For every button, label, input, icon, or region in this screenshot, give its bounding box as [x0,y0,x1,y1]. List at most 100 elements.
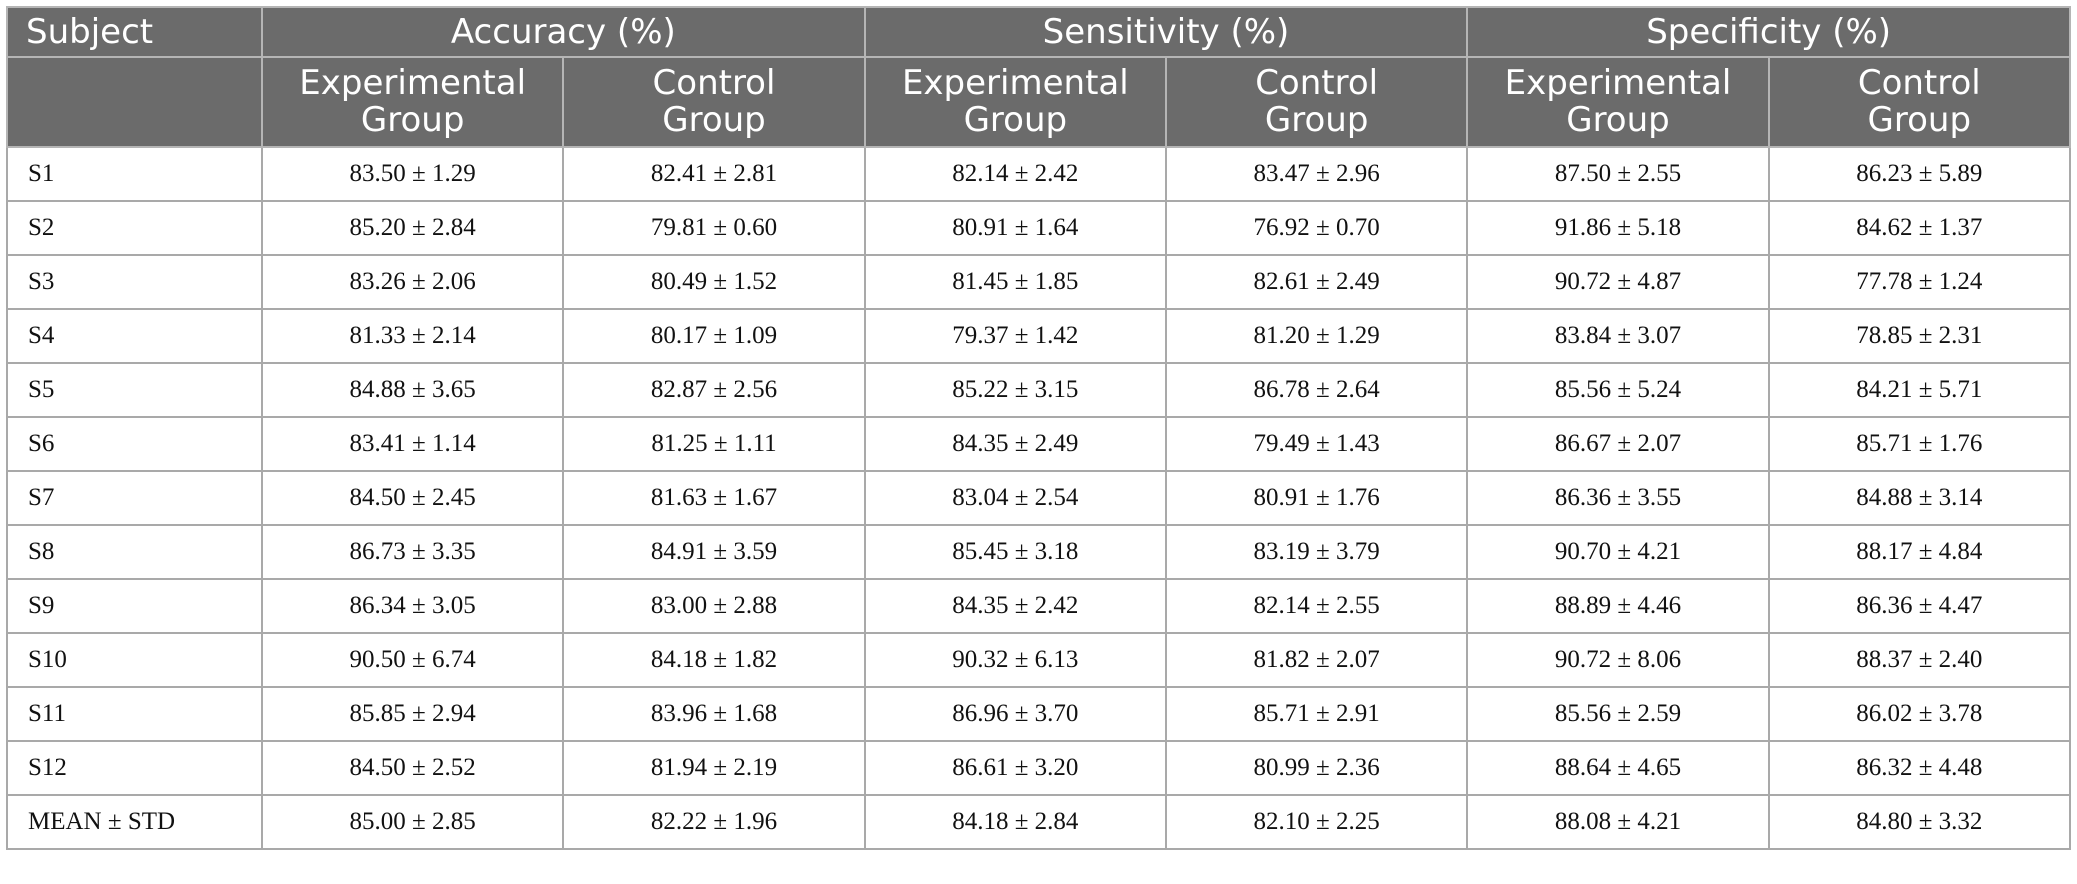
subject-cell: S11 [6,686,263,742]
accuracy-experimental-cell: 83.26 ± 2.06 [260,254,565,310]
specificity-control-cell: 77.78 ± 1.24 [1767,254,2071,310]
subject-cell: S6 [6,416,263,472]
accuracy-experimental-cell: 86.73 ± 3.35 [260,524,565,580]
subject-cell: S3 [6,254,263,310]
subject-cell: S7 [6,470,263,526]
sensitivity-experimental-cell: 83.04 ± 2.54 [863,470,1167,526]
table-row: S4 81.33 ± 2.14 80.17 ± 1.09 79.37 ± 1.42 81… [6,308,2071,364]
subject-cell: S1 [6,146,263,202]
subheader-accuracy-experimental: Experimental Group [260,56,565,148]
accuracy-experimental-cell: 84.50 ± 2.45 [260,470,565,526]
accuracy-control-cell: 81.94 ± 2.19 [562,740,866,796]
specificity-experimental-cell: 90.70 ± 4.21 [1466,524,1770,580]
table-row: S12 84.50 ± 2.52 81.94 ± 2.19 86.61 ± 3.20 8… [6,740,2071,796]
accuracy-control-cell: 81.25 ± 1.11 [562,416,866,472]
sensitivity-experimental-cell: 86.96 ± 3.70 [863,686,1167,742]
sensitivity-control-cell: 83.19 ± 3.79 [1164,524,1469,580]
sensitivity-experimental-cell: 81.45 ± 1.85 [863,254,1167,310]
accuracy-experimental-cell: 85.20 ± 2.84 [260,200,565,256]
accuracy-control-cell: 83.00 ± 2.88 [562,578,866,634]
table-row: S11 85.85 ± 2.94 83.96 ± 1.68 86.96 ± 3.70 8… [6,686,2071,742]
subject-cell: S8 [6,524,263,580]
subject-cell: S5 [6,362,263,418]
table-row: S7 84.50 ± 2.45 81.63 ± 1.67 83.04 ± 2.54 80… [6,470,2071,526]
subheader-accuracy-control: Control Group [562,56,866,148]
header-row-subgroups: Experimental Group Control Group Experimen… [6,56,2071,148]
sensitivity-experimental-cell: 86.61 ± 3.20 [863,740,1167,796]
accuracy-experimental-cell: 81.33 ± 2.14 [260,308,565,364]
accuracy-experimental-cell: 90.50 ± 6.74 [260,632,565,688]
specificity-experimental-cell: 85.56 ± 2.59 [1466,686,1770,742]
sensitivity-experimental-cell: 85.45 ± 3.18 [863,524,1167,580]
accuracy-experimental-cell: 85.85 ± 2.94 [260,686,565,742]
sensitivity-experimental-cell: 79.37 ± 1.42 [863,308,1167,364]
table-body: S1 83.50 ± 1.29 82.41 ± 2.81 82.14 ± 2.42 83… [6,146,2071,850]
sensitivity-control-cell: 85.71 ± 2.91 [1164,686,1469,742]
specificity-experimental-cell: 85.56 ± 5.24 [1466,362,1770,418]
results-table: Subject Accuracy (%) Sensitivity (%) Spe… [6,6,2071,850]
header-row-groups: Subject Accuracy (%) Sensitivity (%) Spe… [6,6,2071,58]
specificity-experimental-cell: 88.89 ± 4.46 [1466,578,1770,634]
specificity-control-cell: 86.36 ± 4.47 [1767,578,2071,634]
sensitivity-experimental-cell: 90.32 ± 6.13 [863,632,1167,688]
specificity-experimental-cell: 88.64 ± 4.65 [1466,740,1770,796]
subheader-specificity-control: Control Group [1767,56,2071,148]
sensitivity-control-cell: 82.14 ± 2.55 [1164,578,1469,634]
table-row: S1 83.50 ± 1.29 82.41 ± 2.81 82.14 ± 2.42 83… [6,146,2071,202]
table-row: S2 85.20 ± 2.84 79.81 ± 0.60 80.91 ± 1.64 76… [6,200,2071,256]
subheader-sensitivity-experimental: Experimental Group [863,56,1167,148]
table-row: S9 86.34 ± 3.05 83.00 ± 2.88 84.35 ± 2.42 82… [6,578,2071,634]
sensitivity-control-cell: 80.91 ± 1.76 [1164,470,1469,526]
accuracy-control-cell: 82.87 ± 2.56 [562,362,866,418]
header-sensitivity: Sensitivity (%) [863,6,1469,58]
specificity-experimental-cell: 90.72 ± 4.87 [1466,254,1770,310]
subject-cell: S9 [6,578,263,634]
sensitivity-experimental-cell: 84.35 ± 2.49 [863,416,1167,472]
table-row: S3 83.26 ± 2.06 80.49 ± 1.52 81.45 ± 1.85 82… [6,254,2071,310]
accuracy-experimental-cell: 86.34 ± 3.05 [260,578,565,634]
accuracy-control-cell: 82.22 ± 1.96 [562,794,866,850]
accuracy-experimental-cell: 84.50 ± 2.52 [260,740,565,796]
subheader-sensitivity-control: Control Group [1164,56,1469,148]
subject-cell: S4 [6,308,263,364]
subject-cell: S12 [6,740,263,796]
subject-cell: MEAN ± STD [6,794,263,850]
specificity-control-cell: 78.85 ± 2.31 [1767,308,2071,364]
table-row: S6 83.41 ± 1.14 81.25 ± 1.11 84.35 ± 2.49 79… [6,416,2071,472]
specificity-experimental-cell: 88.08 ± 4.21 [1466,794,1770,850]
table-row: S8 86.73 ± 3.35 84.91 ± 3.59 85.45 ± 3.18 83… [6,524,2071,580]
specificity-control-cell: 86.32 ± 4.48 [1767,740,2071,796]
sensitivity-experimental-cell: 84.18 ± 2.84 [863,794,1167,850]
accuracy-control-cell: 82.41 ± 2.81 [562,146,866,202]
table-row: S10 90.50 ± 6.74 84.18 ± 1.82 90.32 ± 6.13 8… [6,632,2071,688]
sensitivity-control-cell: 86.78 ± 2.64 [1164,362,1469,418]
accuracy-experimental-cell: 85.00 ± 2.85 [260,794,565,850]
sensitivity-experimental-cell: 80.91 ± 1.64 [863,200,1167,256]
specificity-control-cell: 84.88 ± 3.14 [1767,470,2071,526]
specificity-control-cell: 88.37 ± 2.40 [1767,632,2071,688]
accuracy-experimental-cell: 83.41 ± 1.14 [260,416,565,472]
subheader-specificity-experimental: Experimental Group [1466,56,1770,148]
header-accuracy: Accuracy (%) [261,6,866,58]
specificity-experimental-cell: 86.67 ± 2.07 [1466,416,1770,472]
sensitivity-experimental-cell: 85.22 ± 3.15 [863,362,1167,418]
specificity-control-cell: 86.23 ± 5.89 [1767,146,2071,202]
specificity-control-cell: 88.17 ± 4.84 [1767,524,2071,580]
specificity-control-cell: 86.02 ± 3.78 [1767,686,2071,742]
specificity-experimental-cell: 90.72 ± 8.06 [1466,632,1770,688]
specificity-control-cell: 84.62 ± 1.37 [1767,200,2071,256]
accuracy-control-cell: 81.63 ± 1.67 [562,470,866,526]
specificity-control-cell: 85.71 ± 1.76 [1767,416,2071,472]
sensitivity-control-cell: 80.99 ± 2.36 [1164,740,1469,796]
sensitivity-control-cell: 83.47 ± 2.96 [1164,146,1469,202]
sensitivity-control-cell: 81.20 ± 1.29 [1164,308,1469,364]
sensitivity-control-cell: 76.92 ± 0.70 [1164,200,1469,256]
specificity-experimental-cell: 83.84 ± 3.07 [1466,308,1770,364]
header-subject-blank [6,56,263,148]
accuracy-control-cell: 80.49 ± 1.52 [562,254,866,310]
sensitivity-control-cell: 79.49 ± 1.43 [1164,416,1469,472]
header-subject: Subject [6,6,263,58]
accuracy-control-cell: 84.18 ± 1.82 [562,632,866,688]
subject-cell: S2 [6,200,263,256]
results-table-container: Subject Accuracy (%) Sensitivity (%) Spe… [6,6,2071,850]
